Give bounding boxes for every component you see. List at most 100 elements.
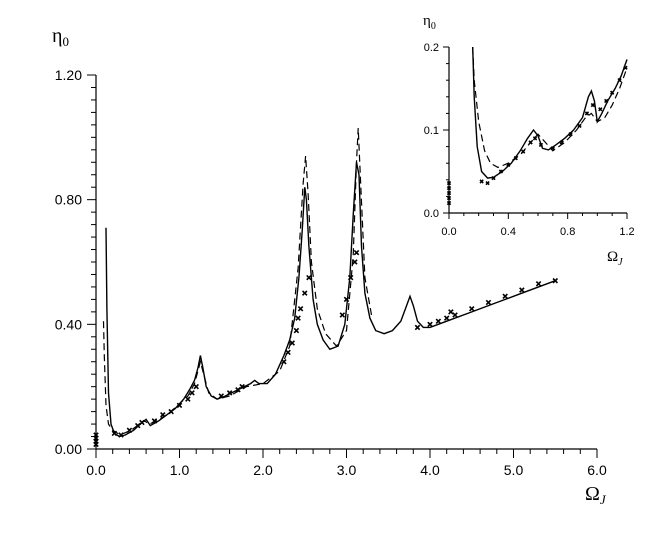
main-series-2-marker — [168, 408, 174, 415]
main-series-2-marker — [353, 249, 360, 256]
main-x-axis-title-subscript: J — [600, 492, 607, 507]
main-series-2-marker — [111, 430, 118, 437]
main-x-tick-label: 2.0 — [253, 462, 273, 478]
inset-series-2-marker — [617, 78, 622, 83]
main-x-axis-title-symbol: Ω — [585, 483, 600, 505]
main-series-2-marker — [193, 383, 199, 390]
inset-series-2-marker — [559, 140, 564, 145]
main-series-2-marker — [285, 349, 291, 356]
main-series-2-marker — [435, 318, 442, 324]
inset-series-2-marker — [446, 180, 452, 186]
inset-series-2-marker — [538, 142, 544, 148]
inset-series-2-marker — [506, 162, 511, 168]
inset-series-2-marker — [528, 140, 533, 145]
inset-y-axis-title-subscript: 0 — [431, 21, 436, 32]
inset-y-tick-label: 0.0 — [424, 208, 439, 220]
inset-x-tick-label: 0.8 — [560, 226, 575, 238]
inset-series-2-marker — [479, 179, 484, 184]
main-series-2-marker — [339, 312, 346, 318]
inset-x-axis-title: ΩJ — [607, 249, 623, 268]
main-series-1-dashed-line — [102, 127, 373, 434]
main-y-tick-label: 0.80 — [55, 192, 82, 208]
inset-series-2-marker — [446, 200, 452, 206]
inset-x-tick-label: 0.4 — [501, 226, 516, 238]
main-series-2-marker — [301, 290, 308, 296]
main-series-2-marker — [306, 274, 312, 281]
main-x-tick-label: 0.0 — [86, 462, 106, 478]
inset-series-2-marker — [590, 102, 596, 108]
inset-series-2-marker — [513, 156, 518, 161]
main-series-2-marker — [185, 396, 191, 402]
main-series-2-marker — [226, 390, 233, 396]
inset-series-2-marker — [623, 65, 628, 70]
inset-series-2-marker — [485, 180, 490, 186]
inset-series-2-marker — [584, 111, 590, 116]
main-series-2-marker — [293, 327, 300, 334]
main-series-2-marker — [218, 393, 225, 399]
main-series-0-solid-line — [105, 162, 556, 438]
main-series-2-marker — [295, 315, 301, 321]
inset-y-tick-label: 0.2 — [424, 42, 439, 54]
inset-series-2-marker — [446, 190, 452, 196]
main-series-2-marker — [347, 274, 354, 281]
inset-y-axis-title-symbol: η — [423, 13, 431, 29]
main-x-tick-label: 3.0 — [337, 462, 357, 478]
main-series-2-marker — [552, 277, 559, 284]
main-series-2-marker — [151, 418, 158, 424]
main-series-2-marker — [297, 305, 304, 312]
inset-series-2-marker — [577, 123, 582, 129]
inset-series-2-marker — [491, 175, 496, 181]
main-series-2-marker — [289, 340, 295, 346]
inset-series-2-marker — [532, 136, 538, 141]
main-series-2-marker — [93, 432, 99, 438]
main-series-2-marker — [239, 383, 245, 390]
inset-series-0-solid-line — [472, 46, 628, 179]
main-y-tick-label: 1.20 — [55, 67, 82, 83]
main-series-2-marker — [160, 411, 166, 418]
main-x-tick-label: 1.0 — [170, 462, 190, 478]
inset-series-2-marker — [598, 107, 603, 112]
main-y-tick-label: 0.40 — [55, 316, 82, 332]
main-series-2-marker — [343, 296, 350, 303]
main-series-2-marker — [468, 305, 475, 312]
main-y-axis-title-subscript: 0 — [62, 34, 69, 49]
main-x-axis-title: ΩJ — [585, 483, 607, 507]
main-series-2-marker — [443, 315, 450, 321]
main-y-axis-title: η0 — [52, 25, 69, 49]
main-series-2-marker — [485, 299, 492, 306]
main-series-2-marker — [126, 427, 133, 434]
main-x-tick-label: 4.0 — [420, 462, 440, 478]
main-series-2-marker — [139, 419, 145, 426]
main-series-2-marker — [352, 259, 358, 265]
inset-x-tick-label: 1.2 — [619, 226, 634, 238]
main-series-2-marker — [281, 358, 287, 365]
inset-series-2-marker — [446, 195, 452, 201]
main-series-2-marker — [502, 293, 508, 300]
main-y-tick-label: 0.00 — [55, 441, 82, 457]
main-series-2-marker — [414, 324, 421, 331]
inset-series-2-marker — [521, 149, 526, 154]
main-series-2-marker — [118, 432, 124, 438]
main-y-axis-title-symbol: η — [52, 25, 62, 47]
inset-series-2-marker — [550, 146, 555, 151]
inset-x-axis-title-symbol: Ω — [607, 249, 618, 265]
inset-series-2-marker — [568, 131, 573, 137]
inset-x-axis-title-subscript: J — [618, 257, 623, 268]
main-series-2-marker — [535, 281, 542, 287]
main-x-tick-label: 5.0 — [504, 462, 524, 478]
inset-series-2-marker — [610, 90, 615, 95]
inset-series-2-marker — [498, 169, 504, 174]
inset-series-1-dashed-line — [472, 46, 628, 169]
inset-x-tick-label: 0.0 — [441, 226, 456, 238]
inset-series-2-marker — [446, 185, 452, 191]
main-x-tick-label: 6.0 — [587, 462, 607, 478]
main-series-2-marker — [519, 287, 525, 293]
main-series-2-marker — [427, 321, 433, 328]
inset-y-axis-title: η0 — [423, 13, 436, 32]
main-series-2-marker — [452, 312, 458, 318]
main-series-2-marker — [189, 390, 195, 396]
inset-y-tick-label: 0.1 — [424, 125, 439, 137]
main-series-2-marker — [176, 402, 183, 409]
